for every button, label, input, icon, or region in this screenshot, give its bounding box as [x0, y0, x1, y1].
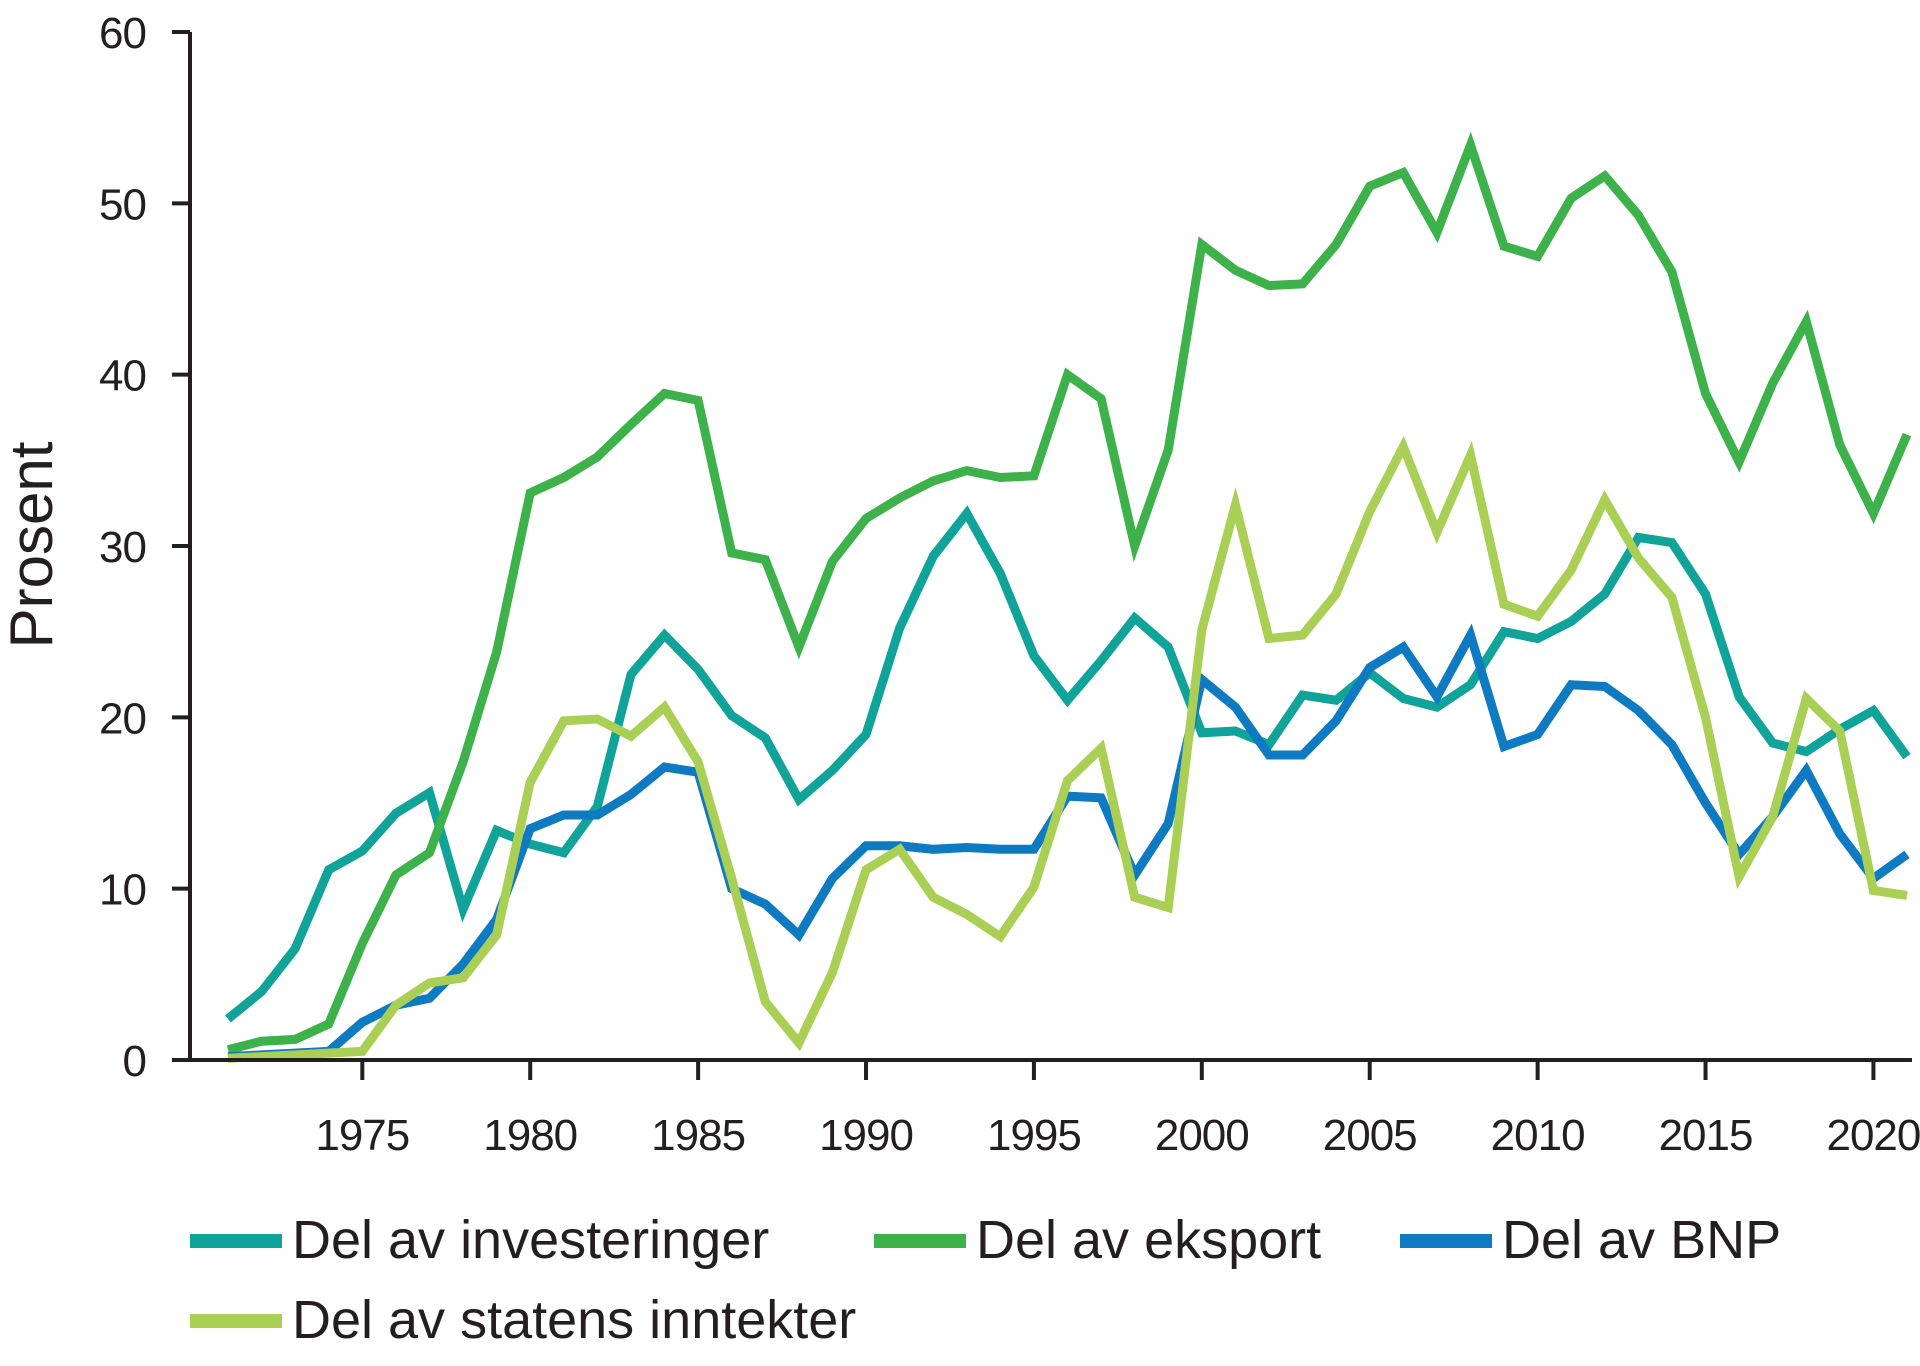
x-tick-label: 2005	[1323, 1111, 1417, 1160]
y-tick-label: 60	[99, 9, 146, 58]
x-tick-label: 1975	[315, 1111, 409, 1160]
legend: Del av investeringer Del av eksport Del av…	[190, 1210, 1781, 1350]
legend-label: Del av BNP	[1502, 1210, 1781, 1270]
x-tick-label: 2010	[1491, 1111, 1585, 1160]
legend-label: Del av eksport	[976, 1210, 1321, 1270]
x-tick-label: 1985	[651, 1111, 745, 1160]
x-tick-label: 1995	[987, 1111, 1081, 1160]
series-line-4	[227, 435, 1908, 1063]
y-tick-label: 30	[99, 523, 146, 572]
x-tick-label: 2020	[1826, 1111, 1920, 1160]
y-tick-label: 40	[99, 352, 146, 401]
y-tick-label: 50	[99, 180, 146, 229]
x-tick-label: 2015	[1659, 1111, 1753, 1160]
series-line-1	[225, 505, 1911, 1023]
plot-lines	[225, 131, 1912, 1063]
y-tick-label: 20	[99, 694, 146, 743]
legend-label: Del av investeringer	[292, 1210, 769, 1270]
y-tick-label: 0	[123, 1037, 146, 1086]
y-tick-label: 10	[99, 866, 146, 915]
legend-label: Del av statens inntekter	[292, 1290, 856, 1350]
axes: 0 10 20 30 40 50 60 1975 1980 1985 1990 1995 2000 200…	[99, 9, 1920, 1160]
series-line-2	[226, 131, 1912, 1055]
x-tick-label: 2000	[1155, 1111, 1249, 1160]
x-tick-label: 1990	[819, 1111, 913, 1160]
y-axis-title: Prosent	[0, 441, 65, 648]
x-tick-label: 1980	[483, 1111, 577, 1160]
